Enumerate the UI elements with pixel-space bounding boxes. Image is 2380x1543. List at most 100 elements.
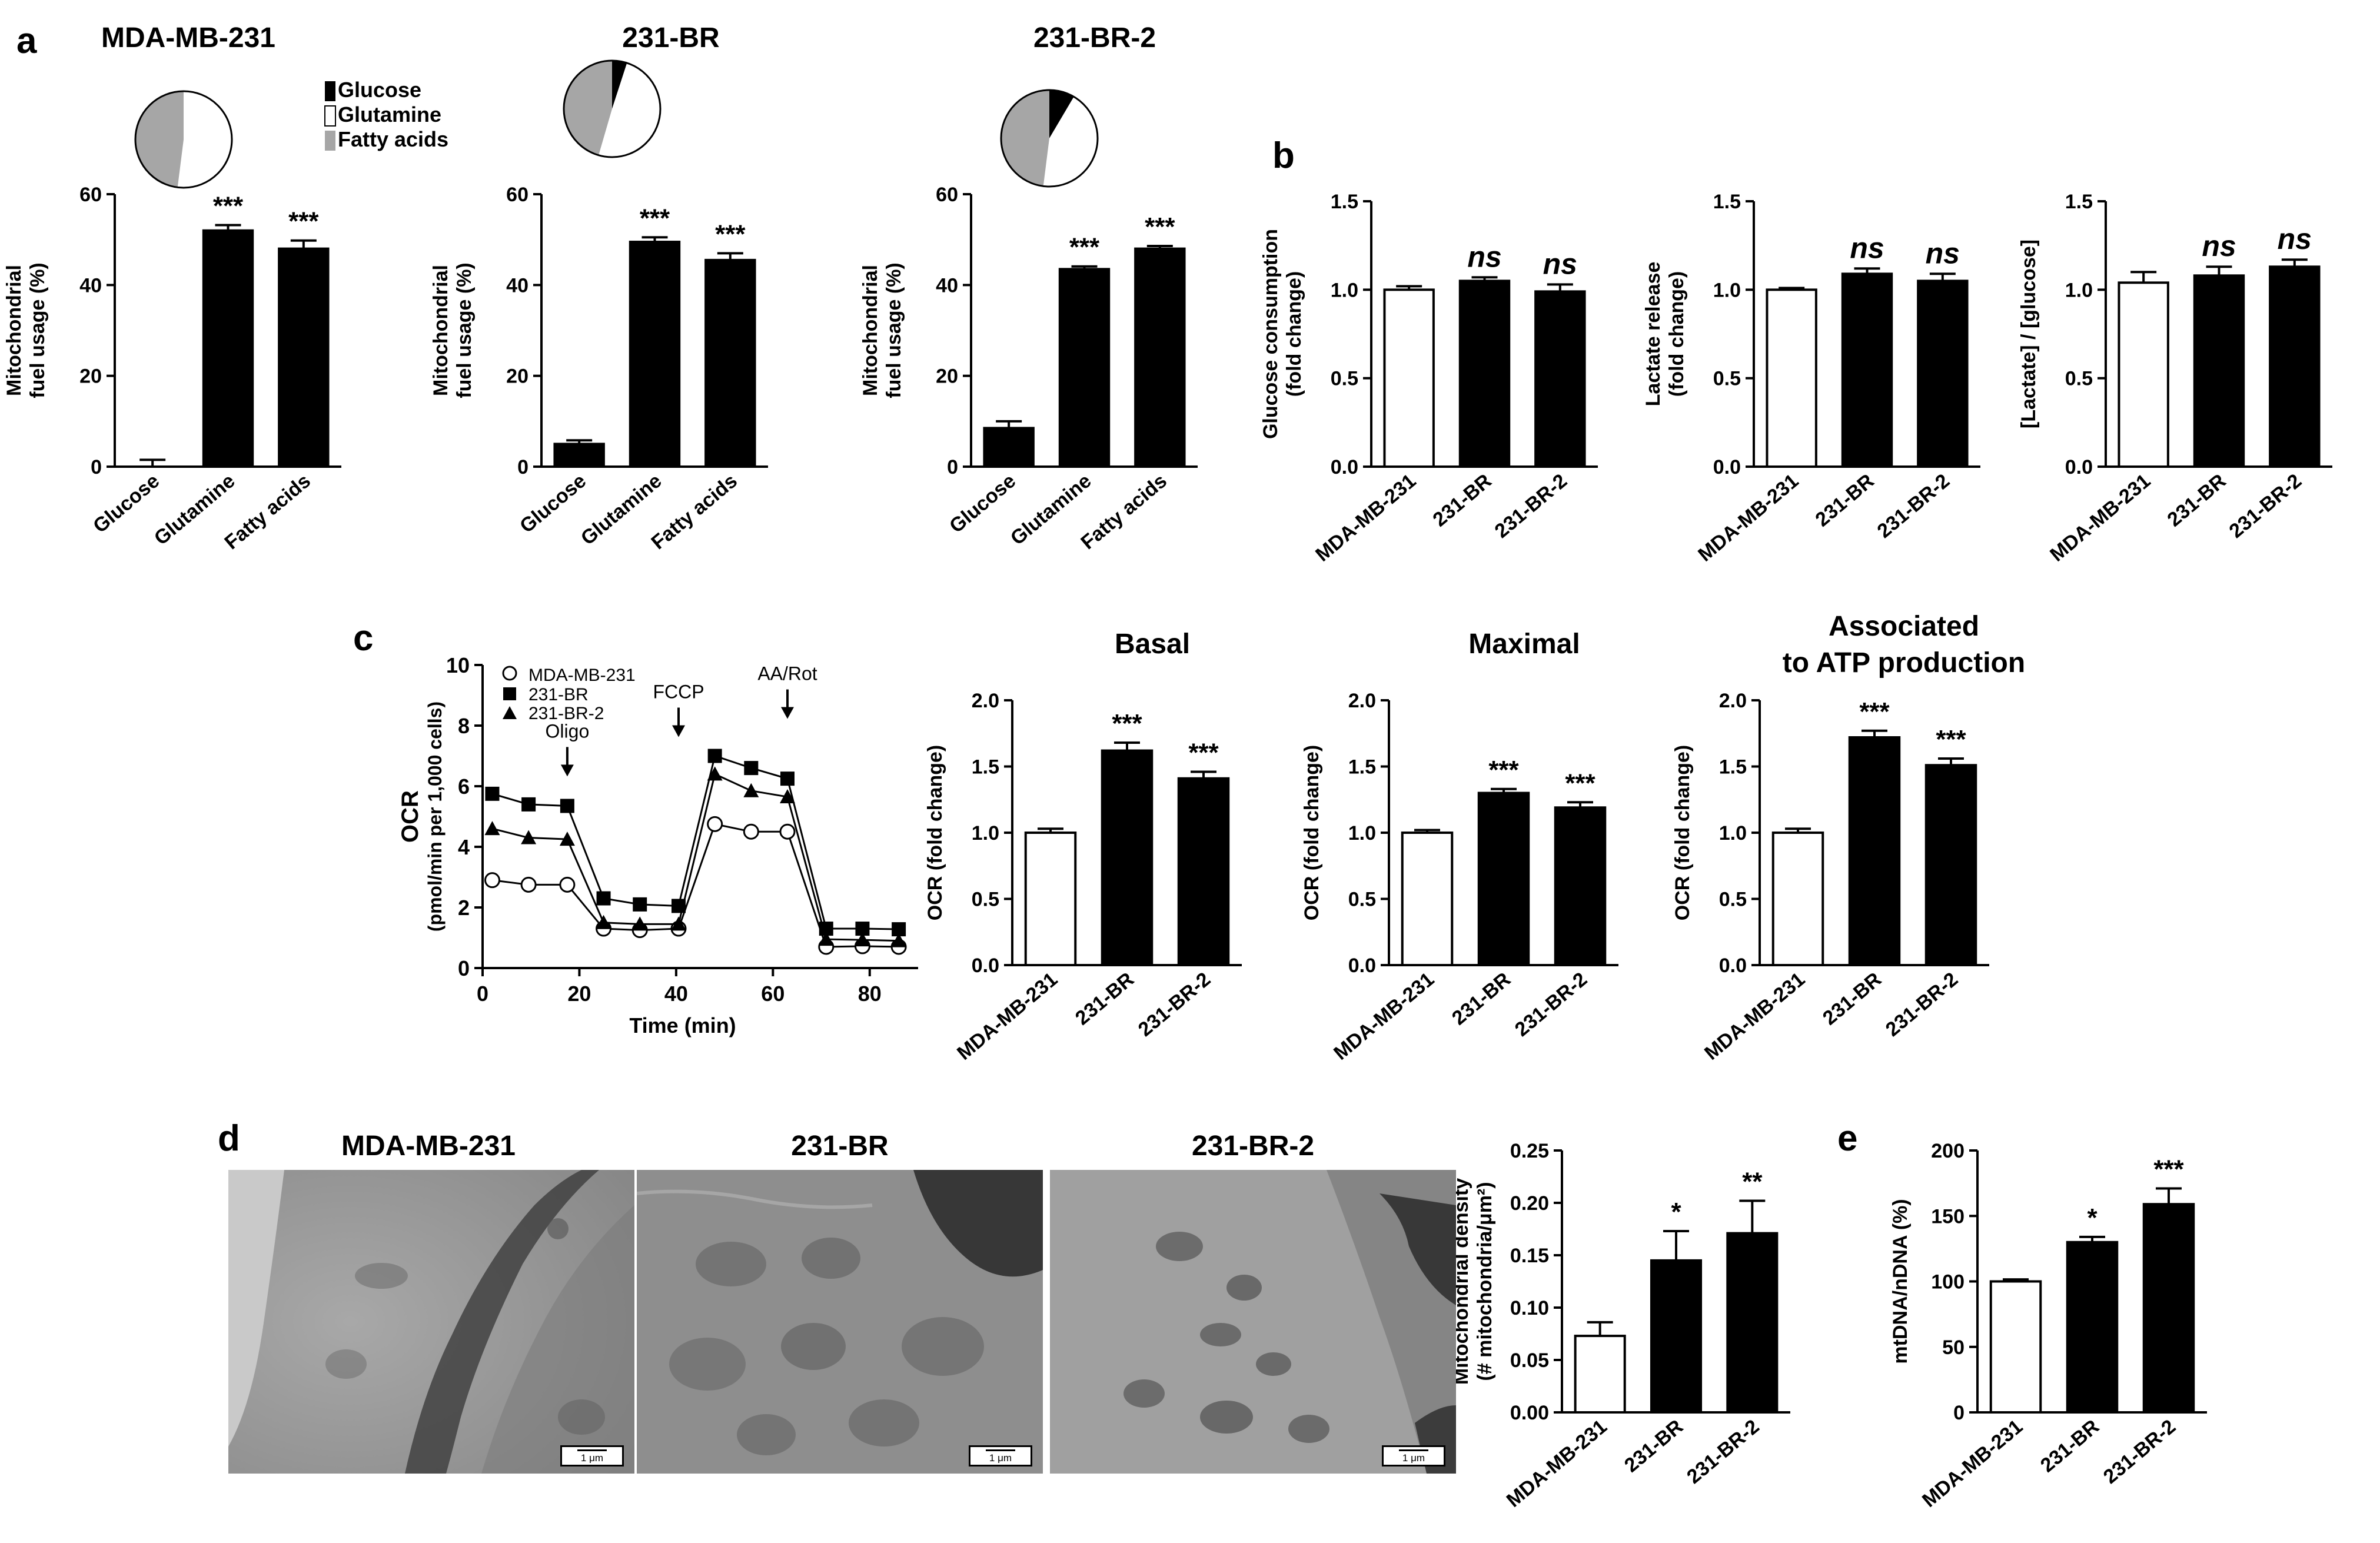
y-tick-label: 50	[1942, 1336, 1965, 1359]
micrograph-br2-texture	[1050, 1170, 1456, 1474]
chart-c3: 0.0 0.5 1.0 1.5 2.0 OCR (fold change) MDA-MB-2…	[1301, 628, 1618, 1065]
annotation-label: Oligo	[546, 720, 590, 741]
y-axis-label: (fold change)	[1666, 271, 1688, 397]
bar	[1101, 749, 1154, 966]
y-tick-label: 0.5	[1713, 368, 1741, 390]
series-line	[492, 773, 899, 942]
bar	[1848, 736, 1901, 966]
data-point	[559, 876, 576, 893]
significance-label: ns	[1850, 231, 1884, 264]
bar	[553, 443, 605, 468]
data-point	[633, 897, 647, 912]
bar	[704, 258, 756, 468]
category-label: Glucose	[89, 470, 164, 537]
x-tick-label: 20	[567, 982, 591, 1006]
legend-label-glucose: Glucose	[338, 78, 421, 102]
y-axis-label: Mitochondrial	[3, 265, 25, 396]
significance-label: ***	[213, 191, 244, 220]
y-tick-label: 0	[458, 956, 470, 980]
data-point	[780, 772, 795, 786]
y-tick-label: 2	[458, 896, 470, 920]
bar	[629, 241, 681, 468]
legend-label-mda: MDA-MB-231	[528, 666, 636, 685]
micrograph-title-mda: MDA-MB-231	[341, 1130, 516, 1162]
x-tick-label: 0	[477, 982, 488, 1006]
category-label: 231-BR	[1811, 470, 1878, 531]
chart-a2: 0 20 40 60 Mitochondrial fuel usage (%) Glucos…	[430, 22, 768, 554]
y-axis-label: Mitochondrial	[859, 265, 882, 396]
y-tick-label: 0.0	[1331, 456, 1358, 478]
bar	[2193, 274, 2245, 468]
category-label: 231-BR	[1071, 968, 1138, 1029]
pie-slice-glutamine	[1043, 97, 1098, 187]
y-tick-label: 0.5	[1331, 368, 1358, 390]
category-label: 231-BR	[1448, 968, 1515, 1029]
y-tick-label: 60	[936, 184, 958, 206]
significance-label: ns	[1926, 237, 1960, 270]
series-231-br-2	[484, 766, 907, 947]
chart-title: MDA-MB-231	[101, 22, 275, 54]
y-tick-label: 60	[79, 184, 102, 206]
y-tick-label: 1.5	[1713, 191, 1741, 213]
bar	[278, 247, 330, 468]
chart-c4: 0.0 0.5 1.0 1.5 2.0 OCR (fold change) MDA-MB-2…	[1671, 611, 2025, 1065]
bar	[2118, 281, 2169, 468]
annotation-label: FCCP	[653, 681, 704, 702]
y-tick-label: 0	[517, 456, 528, 478]
bar	[1766, 288, 1817, 468]
data-point	[743, 823, 759, 840]
bar	[1841, 272, 1893, 468]
y-tick-label: 1.0	[2065, 279, 2093, 301]
bar	[1917, 280, 1969, 468]
y-tick-label: 0	[1953, 1402, 1965, 1424]
category-label: 231-BR-2	[1683, 1415, 1763, 1488]
chart-title: Maximal	[1468, 628, 1580, 660]
y-tick-label: 1.5	[1348, 756, 1376, 779]
annotation-arrow-head	[672, 725, 685, 737]
y-tick-label: 4	[458, 835, 470, 859]
bar	[1726, 1232, 1779, 1414]
y-tick-label: 0.5	[2065, 368, 2093, 390]
y-tick-label: 0	[947, 456, 958, 478]
bar	[202, 229, 254, 468]
y-axis-label: [Lactate] / [glucose]	[2017, 240, 2040, 428]
chart-b2: 0.0 0.5 1.0 1.5 Lactate release (fold change)…	[1642, 191, 1980, 566]
category-label: 231-BR	[1620, 1415, 1687, 1477]
data-point	[484, 872, 500, 889]
y-tick-label: 40	[79, 274, 102, 297]
significance-label: ***	[1936, 725, 1966, 754]
y-tick-label: 0.0	[1713, 456, 1741, 478]
bar	[1383, 288, 1435, 468]
panel-letter-a: a	[16, 21, 37, 61]
y-tick-label: 0.5	[1719, 889, 1747, 911]
y-axis-label: Mitochondrial	[430, 265, 452, 396]
category-label: MDA-MB-231	[1311, 470, 1420, 566]
y-tick-label: 0.10	[1510, 1297, 1549, 1319]
bar	[1134, 247, 1186, 468]
y-tick-label: 20	[936, 365, 958, 388]
chart-e1: 0 50 100 150 200 mtDNA/nDNA (%) MDA-MB-231 * 231…	[1889, 1140, 2207, 1512]
chart-a3: 0 20 40 60 Mitochondrial fuel usage (%) Glucos…	[859, 22, 1198, 554]
significance-label: ***	[1112, 709, 1142, 738]
y-tick-label: 1.0	[972, 822, 999, 844]
chart-title: to ATP production	[1783, 647, 2025, 679]
pie-outline	[563, 59, 662, 158]
y-tick-label: 100	[1931, 1271, 1965, 1293]
bar	[1458, 280, 1511, 468]
y-tick-label: 0.20	[1510, 1192, 1549, 1215]
bar	[1554, 806, 1607, 966]
bar	[1771, 832, 1824, 966]
panel-letter-e: e	[1837, 1118, 1857, 1159]
chart-title: 231-BR-2	[1033, 22, 1156, 54]
data-point	[707, 766, 723, 781]
legend-marker-br	[503, 687, 516, 700]
legend-label-glutamine: Glutamine	[338, 102, 441, 127]
significance-label: ***	[1565, 769, 1595, 797]
pie-slice-glucose	[1049, 90, 1074, 138]
data-point	[855, 932, 870, 947]
y-tick-label: 0.0	[2065, 456, 2093, 478]
data-point	[744, 761, 759, 776]
y-tick-label: 1.0	[1713, 279, 1741, 301]
bar	[1574, 1335, 1626, 1414]
bar	[1989, 1280, 2042, 1414]
